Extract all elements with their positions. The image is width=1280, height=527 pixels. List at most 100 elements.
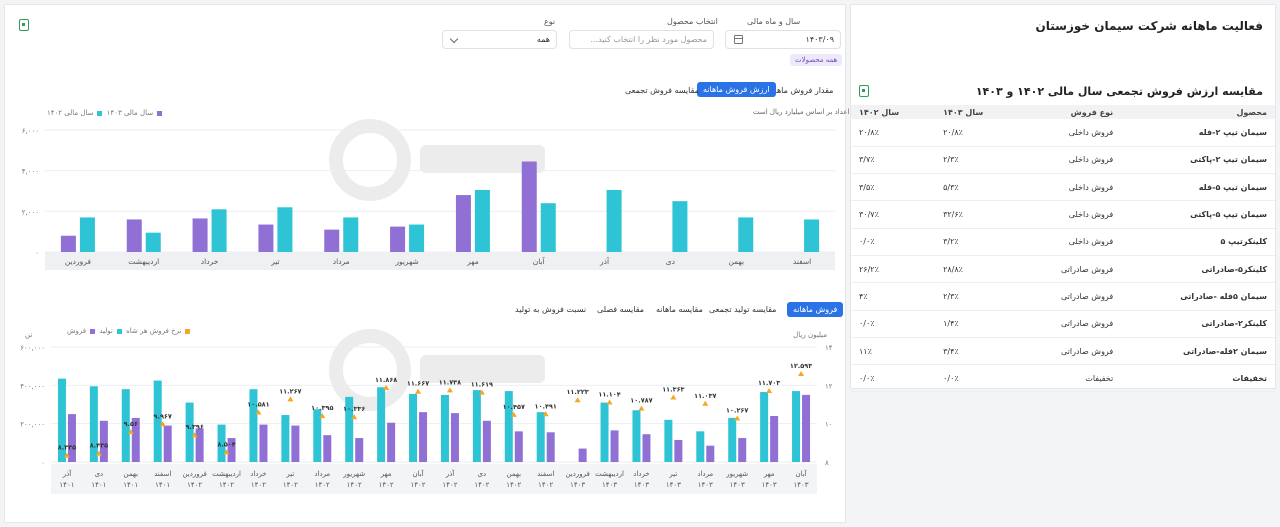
bar-production[interactable]: [377, 387, 386, 462]
tab-monthly-comparison[interactable]: مقایسه ماهانه: [656, 305, 703, 314]
bar-1402[interactable]: [409, 224, 425, 252]
bar-1402[interactable]: [79, 217, 95, 252]
bar-sales[interactable]: [323, 435, 332, 462]
bar-production[interactable]: [153, 380, 162, 462]
rate-marker[interactable]: [734, 415, 741, 421]
bar-sales[interactable]: [546, 432, 555, 462]
bar-production[interactable]: [409, 393, 418, 462]
chevron-down-icon[interactable]: [449, 34, 459, 44]
bar-production[interactable]: [121, 389, 130, 462]
bar-sales[interactable]: [578, 448, 587, 462]
bar-production[interactable]: [217, 424, 226, 462]
bar-production[interactable]: [185, 402, 194, 462]
rate-marker[interactable]: [223, 449, 230, 455]
col-header-product[interactable]: محصول: [1121, 105, 1275, 119]
bar-1402[interactable]: [738, 217, 754, 252]
type-select[interactable]: همه: [442, 30, 557, 49]
bar-sales[interactable]: [674, 439, 683, 462]
bar-production[interactable]: [600, 402, 609, 462]
bar-sales[interactable]: [450, 413, 459, 462]
bar-sales[interactable]: [163, 425, 172, 462]
bar-production[interactable]: [313, 409, 322, 462]
bar-sales[interactable]: [770, 416, 779, 462]
rate-marker[interactable]: [606, 399, 613, 405]
rate-marker[interactable]: [638, 405, 645, 411]
rate-marker[interactable]: [478, 389, 485, 395]
tab-monthly-sales[interactable]: فروش ماهانه: [787, 302, 844, 317]
bar-1402[interactable]: [211, 209, 227, 252]
bar-1403[interactable]: [390, 226, 406, 252]
bar-sales[interactable]: [99, 420, 108, 462]
bar-1403[interactable]: [192, 218, 208, 252]
selected-product-chip[interactable]: همه محصولات: [790, 54, 843, 66]
bar-1403[interactable]: [258, 224, 274, 252]
rate-marker[interactable]: [798, 370, 805, 376]
bar-sales[interactable]: [738, 438, 747, 462]
bar-sales[interactable]: [514, 431, 523, 462]
bar-sales[interactable]: [67, 414, 76, 462]
rate-marker[interactable]: [319, 413, 326, 419]
rate-marker[interactable]: [191, 432, 198, 438]
period-field[interactable]: ۱۴۰۳/۰۹: [725, 30, 841, 49]
bar-sales[interactable]: [482, 420, 491, 462]
bar-1403[interactable]: [455, 195, 471, 252]
tab-monthly-sales-value[interactable]: ارزش فروش ماهانه: [697, 82, 776, 97]
col-header-sale-type[interactable]: نوع فروش: [1019, 105, 1122, 119]
bar-sales[interactable]: [419, 412, 428, 462]
rate-marker[interactable]: [446, 387, 453, 393]
excel-export-icon[interactable]: [19, 19, 29, 31]
bar-1402[interactable]: [277, 207, 293, 252]
bar-1402[interactable]: [606, 189, 622, 252]
bar-1402[interactable]: [540, 203, 556, 252]
bar-1402[interactable]: [672, 201, 688, 252]
bar-sales[interactable]: [131, 417, 140, 462]
bar-production[interactable]: [536, 412, 545, 462]
rate-marker[interactable]: [383, 384, 390, 390]
bar-1402[interactable]: [145, 232, 161, 252]
bar-1403[interactable]: [521, 161, 537, 252]
legend-item-sales[interactable]: فروش: [67, 327, 97, 335]
bar-production[interactable]: [792, 391, 801, 462]
bar-sales[interactable]: [259, 424, 268, 462]
bar-1403[interactable]: [324, 229, 340, 252]
legend-item-1402[interactable]: سال مالی ۱۴۰۲: [47, 109, 104, 117]
bar-sales[interactable]: [227, 438, 236, 462]
legend-item-1403[interactable]: سال مالی ۱۴۰۳: [107, 109, 164, 117]
tab-seasonal-comparison[interactable]: مقایسه فصلی: [597, 305, 645, 314]
bar-production[interactable]: [89, 386, 98, 462]
rate-marker[interactable]: [63, 452, 70, 458]
col-header-1402[interactable]: سال ۱۴۰۲: [851, 105, 936, 119]
bar-1402[interactable]: [474, 189, 490, 252]
tab-sales-production-ratio[interactable]: نسبت فروش به تولید: [515, 305, 587, 314]
bar-sales[interactable]: [706, 445, 715, 462]
rate-marker[interactable]: [287, 396, 294, 402]
col-header-1403[interactable]: سال ۱۴۰۳: [935, 105, 1020, 119]
calendar-icon[interactable]: [734, 35, 743, 44]
rate-marker[interactable]: [159, 421, 166, 427]
rate-marker[interactable]: [670, 394, 677, 400]
rate-marker[interactable]: [510, 411, 517, 417]
tab-cumulative-sales[interactable]: مقایسه فروش تجمعی: [625, 86, 699, 95]
rate-marker[interactable]: [542, 411, 549, 417]
rate-marker[interactable]: [766, 388, 773, 394]
tab-monthly-sales-volume[interactable]: مقدار فروش ماهانه: [768, 86, 834, 95]
bar-sales[interactable]: [291, 425, 300, 462]
bar-production[interactable]: [345, 396, 354, 462]
rate-marker[interactable]: [127, 429, 134, 435]
bar-production[interactable]: [281, 415, 290, 462]
legend-item-rate[interactable]: نرخ فروش هر شاه: [126, 327, 192, 335]
bar-production[interactable]: [440, 394, 449, 462]
legend-item-production[interactable]: تولید: [99, 327, 123, 335]
bar-production[interactable]: [249, 389, 258, 462]
bar-production[interactable]: [57, 378, 66, 462]
bar-production[interactable]: [696, 431, 705, 462]
tab-cumulative-production[interactable]: مقایسه تولید تجمعی: [709, 305, 777, 314]
bar-sales[interactable]: [355, 438, 364, 462]
rate-marker[interactable]: [95, 450, 102, 456]
bar-1403[interactable]: [60, 235, 76, 252]
rate-marker[interactable]: [574, 397, 581, 403]
excel-export-icon[interactable]: [859, 85, 869, 97]
product-select[interactable]: محصول مورد نظر را انتخاب کنید...: [569, 30, 714, 49]
bar-sales[interactable]: [802, 394, 811, 462]
bar-sales[interactable]: [610, 430, 619, 462]
